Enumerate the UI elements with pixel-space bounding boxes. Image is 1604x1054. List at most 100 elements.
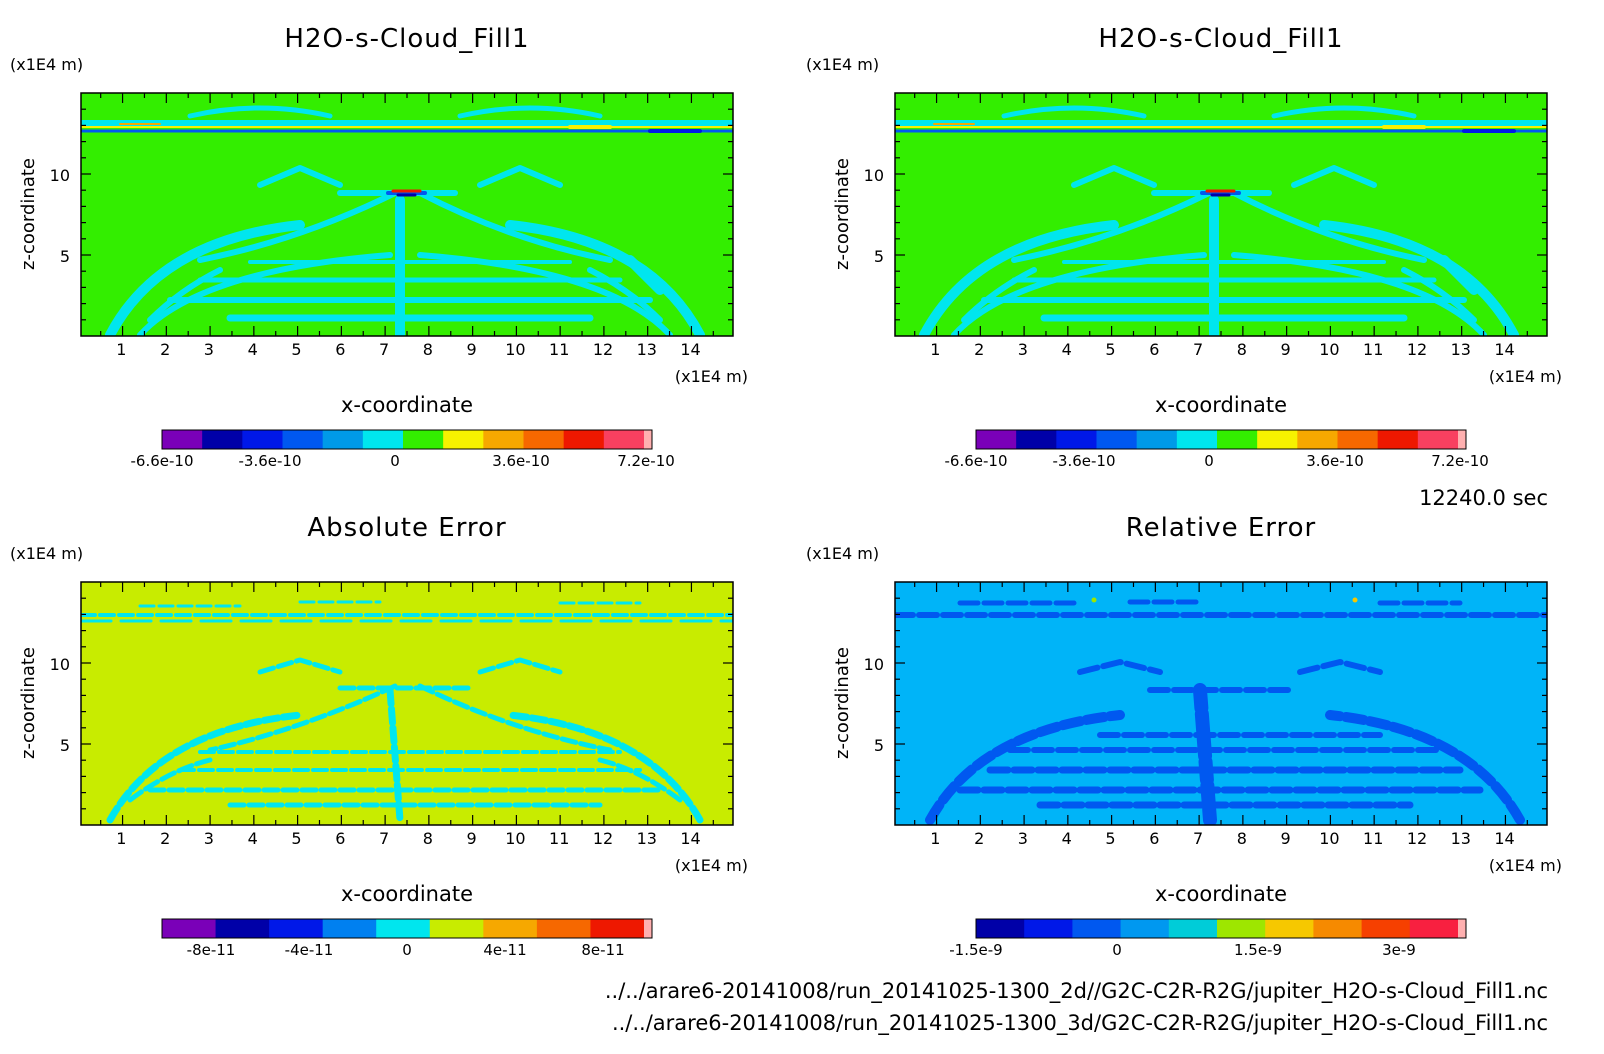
colorbar-tick-label: 8e-11 xyxy=(581,941,624,959)
x-tick-label: 6 xyxy=(335,340,345,359)
x-tick-label: 13 xyxy=(1451,829,1471,848)
colorbar-tick-label: 7.2e-10 xyxy=(1431,452,1489,470)
colorbar-tick-label: 4e-11 xyxy=(483,941,526,959)
colorbar-swatch xyxy=(376,919,431,938)
x-tick-label: 9 xyxy=(467,340,477,359)
x-tick-label: 5 xyxy=(291,340,301,359)
y-tick-label: 10 xyxy=(864,655,884,674)
x-unit-label: (x1E4 m) xyxy=(675,856,748,875)
colorbar-swatch xyxy=(403,430,444,449)
colorbar-swatch xyxy=(202,430,243,449)
axes-ticks xyxy=(895,582,1547,825)
x-tick-label: 11 xyxy=(1363,340,1383,359)
y-axis-label: z-coordinate xyxy=(18,158,39,270)
x-tick-label: 11 xyxy=(549,340,569,359)
hotspot-marker xyxy=(1091,597,1097,603)
x-tick-labels: 1 2 3 4 5 6 7 8 9 10 11 12 13 14 xyxy=(116,829,700,848)
contour-layer xyxy=(895,105,1547,336)
colorbar xyxy=(975,429,1467,450)
axes-ticks xyxy=(81,582,733,825)
colorbar-swatch xyxy=(976,919,1025,938)
panel-solution-2d: H2O-s-Cloud_Fill1 (x1E4 m) xyxy=(10,24,748,470)
colorbar-swatch xyxy=(282,430,324,449)
x-tick-label: 8 xyxy=(423,829,433,848)
colorbar-swatch xyxy=(1337,430,1379,449)
colorbar-frame xyxy=(975,429,1467,450)
colorbar-swatch xyxy=(536,919,591,938)
time-label: 12240.0 sec xyxy=(1419,486,1548,510)
contour-layer xyxy=(81,105,733,336)
y-unit-label: (x1E4 m) xyxy=(806,55,879,74)
x-tick-labels: 1 2 3 4 5 6 7 8 9 10 11 12 13 14 xyxy=(930,829,1514,848)
colorbar-frame xyxy=(161,429,653,450)
y-tick-label: 5 xyxy=(874,247,884,266)
colorbar-swatch xyxy=(1458,430,1466,449)
x-tick-label: 1 xyxy=(116,829,126,848)
file-path-3d: ../../arare6-20141008/run_20141025-1300_… xyxy=(612,1011,1548,1036)
colorbar-swatch xyxy=(269,919,324,938)
colorbar-swatch xyxy=(215,919,270,938)
x-tick-label: 3 xyxy=(204,340,214,359)
colorbar-swatch xyxy=(590,919,645,938)
x-tick-label: 14 xyxy=(1494,829,1514,848)
colorbar-tick-label: 0 xyxy=(402,941,412,959)
colorbar-swatch xyxy=(1024,919,1073,938)
x-tick-label: 7 xyxy=(1193,340,1203,359)
y-axis-label: z-coordinate xyxy=(18,647,39,759)
colorbar-swatch xyxy=(362,430,404,449)
x-tick-label: 2 xyxy=(160,829,170,848)
colorbar-labels: -8e-11 -4e-11 0 4e-11 8e-11 xyxy=(187,941,625,959)
x-tick-label: 8 xyxy=(423,340,433,359)
y-unit-label: (x1E4 m) xyxy=(806,544,879,563)
x-unit-label: (x1E4 m) xyxy=(1489,856,1562,875)
colorbar-swatch xyxy=(443,430,484,449)
x-tick-label: 10 xyxy=(505,829,525,848)
contour-layer xyxy=(895,599,1547,825)
colorbar-labels: -6.6e-10 -3.6e-10 0 3.6e-10 7.2e-10 xyxy=(945,452,1489,470)
colorbar-tick-label: 1.5e-9 xyxy=(1234,941,1282,959)
colorbar-swatch xyxy=(1409,919,1459,938)
colorbar-frame xyxy=(161,918,653,939)
y-tick-label: 10 xyxy=(50,166,70,185)
colorbar-swatch xyxy=(1217,430,1258,449)
x-tick-label: 2 xyxy=(974,340,984,359)
x-tick-label: 11 xyxy=(549,829,569,848)
colorbar-swatch xyxy=(1217,919,1266,938)
colorbar-tick-label: -8e-11 xyxy=(187,941,236,959)
panel-title: H2O-s-Cloud_Fill1 xyxy=(1098,24,1343,54)
colorbar-swatch xyxy=(644,430,652,449)
colorbar-labels: -1.5e-9 0 1.5e-9 3e-9 xyxy=(949,941,1416,959)
colorbar-tick-label: -3.6e-10 xyxy=(239,452,302,470)
colorbar-swatch xyxy=(1072,919,1122,938)
colorbar-tick-label: 7.2e-10 xyxy=(617,452,675,470)
colorbar-swatch xyxy=(1136,430,1178,449)
colorbar-swatch xyxy=(523,430,565,449)
colorbar-tick-label: -1.5e-9 xyxy=(949,941,1002,959)
panel-relative-error: Relative Error (x1E4 m) xyxy=(806,513,1562,959)
x-tick-label: 13 xyxy=(637,829,657,848)
colorbar-swatch xyxy=(1096,430,1138,449)
x-tick-label: 5 xyxy=(1105,340,1115,359)
panel-solution-3d: H2O-s-Cloud_Fill1 (x1E4 m) xyxy=(806,24,1562,470)
x-tick-label: 5 xyxy=(1105,829,1115,848)
x-tick-label: 13 xyxy=(1451,340,1471,359)
colorbar-frame xyxy=(975,918,1467,939)
x-tick-label: 6 xyxy=(1149,340,1159,359)
x-tick-label: 1 xyxy=(930,829,940,848)
colorbar-swatch xyxy=(1016,430,1057,449)
x-unit-label: (x1E4 m) xyxy=(1489,367,1562,386)
x-tick-label: 4 xyxy=(1062,829,1072,848)
colorbar-swatch xyxy=(1297,430,1338,449)
axes-ticks xyxy=(81,93,733,336)
panel-title: Absolute Error xyxy=(307,513,506,543)
hotspot-marker xyxy=(1352,597,1358,603)
y-axis-label: z-coordinate xyxy=(832,647,853,759)
x-axis-label: x-coordinate xyxy=(341,882,473,906)
colorbar-tick-label: 3.6e-10 xyxy=(1306,452,1364,470)
y-tick-label: 10 xyxy=(864,166,884,185)
plot-background xyxy=(81,93,733,336)
x-tick-label: 7 xyxy=(1193,829,1203,848)
colorbar-swatch xyxy=(644,919,652,938)
x-tick-label: 10 xyxy=(505,340,525,359)
